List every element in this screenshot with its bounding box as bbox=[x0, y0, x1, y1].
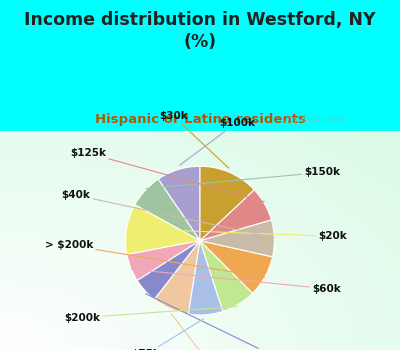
Wedge shape bbox=[200, 241, 252, 312]
Text: Income distribution in Westford, NY
(%): Income distribution in Westford, NY (%) bbox=[24, 10, 376, 51]
Wedge shape bbox=[200, 166, 254, 241]
Wedge shape bbox=[135, 179, 200, 241]
Wedge shape bbox=[127, 241, 200, 280]
Wedge shape bbox=[200, 190, 272, 241]
Text: $20k: $20k bbox=[127, 229, 347, 241]
Wedge shape bbox=[158, 166, 200, 241]
Text: $60k: $60k bbox=[131, 269, 341, 294]
Text: City-Data.com: City-Data.com bbox=[282, 116, 346, 124]
Text: $40k: $40k bbox=[61, 190, 274, 238]
Text: $125k: $125k bbox=[70, 148, 264, 202]
Wedge shape bbox=[154, 241, 200, 314]
Text: $200k: $200k bbox=[64, 307, 238, 323]
Wedge shape bbox=[188, 241, 223, 315]
Wedge shape bbox=[200, 220, 274, 257]
Text: Hispanic or Latino residents: Hispanic or Latino residents bbox=[94, 112, 306, 126]
Text: $150k: $150k bbox=[146, 167, 340, 189]
Text: > $200k: > $200k bbox=[44, 240, 265, 277]
Wedge shape bbox=[200, 241, 272, 293]
Wedge shape bbox=[126, 205, 200, 254]
Wedge shape bbox=[137, 241, 200, 299]
Text: $50k: $50k bbox=[171, 314, 225, 350]
Text: $30k: $30k bbox=[159, 111, 228, 168]
Text: $75k: $75k bbox=[131, 319, 204, 350]
Text: $10k: $10k bbox=[146, 294, 289, 350]
Text: $100k: $100k bbox=[180, 118, 255, 165]
